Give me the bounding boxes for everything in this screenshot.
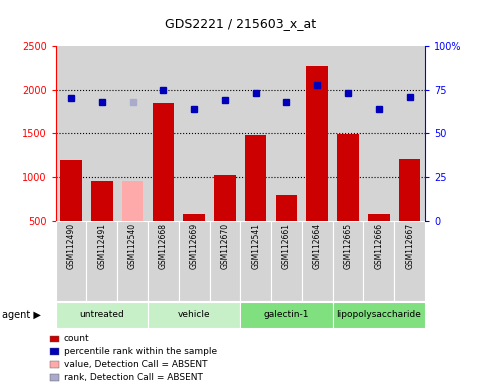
Text: rank, Detection Call = ABSENT: rank, Detection Call = ABSENT xyxy=(64,373,202,382)
Bar xyxy=(50,361,59,367)
Bar xyxy=(302,221,333,301)
Bar xyxy=(333,221,364,301)
Text: lipopolysaccharide: lipopolysaccharide xyxy=(337,310,421,319)
Text: galectin-1: galectin-1 xyxy=(264,310,309,319)
Text: GSM112664: GSM112664 xyxy=(313,223,322,269)
Bar xyxy=(117,221,148,301)
Bar xyxy=(179,221,210,301)
Bar xyxy=(122,182,143,265)
Bar xyxy=(333,302,425,328)
Bar xyxy=(364,221,394,301)
Bar xyxy=(240,302,333,328)
Bar xyxy=(148,302,241,328)
Text: GSM112667: GSM112667 xyxy=(405,223,414,269)
Bar xyxy=(86,221,117,301)
Text: GSM112670: GSM112670 xyxy=(220,223,229,269)
Text: GSM112669: GSM112669 xyxy=(190,223,199,269)
Text: GSM112661: GSM112661 xyxy=(282,223,291,269)
Bar xyxy=(148,221,179,301)
Bar xyxy=(245,135,267,265)
Text: agent ▶: agent ▶ xyxy=(2,310,41,320)
Bar xyxy=(214,175,236,265)
Text: GSM112541: GSM112541 xyxy=(251,223,260,269)
Bar xyxy=(56,302,148,328)
Bar xyxy=(240,221,271,301)
Text: GSM112666: GSM112666 xyxy=(374,223,384,269)
Bar xyxy=(337,134,359,265)
Bar xyxy=(307,66,328,265)
Text: value, Detection Call = ABSENT: value, Detection Call = ABSENT xyxy=(64,360,207,369)
Bar xyxy=(394,221,425,301)
Bar xyxy=(50,336,59,342)
Text: GSM112540: GSM112540 xyxy=(128,223,137,269)
Bar xyxy=(56,221,86,301)
Text: GSM112665: GSM112665 xyxy=(343,223,353,269)
Bar xyxy=(368,214,390,265)
Bar xyxy=(184,214,205,265)
Bar xyxy=(210,221,240,301)
Text: GSM112668: GSM112668 xyxy=(159,223,168,269)
Bar xyxy=(50,374,59,381)
Text: GSM112491: GSM112491 xyxy=(97,223,106,269)
Text: percentile rank within the sample: percentile rank within the sample xyxy=(64,347,217,356)
Bar xyxy=(153,103,174,265)
Bar xyxy=(50,349,59,355)
Text: untreated: untreated xyxy=(79,310,124,319)
Bar xyxy=(60,160,82,265)
Bar xyxy=(271,221,302,301)
Bar xyxy=(399,159,420,265)
Text: count: count xyxy=(64,334,89,343)
Text: GDS2221 / 215603_x_at: GDS2221 / 215603_x_at xyxy=(165,17,316,30)
Text: GSM112490: GSM112490 xyxy=(67,223,75,269)
Text: vehicle: vehicle xyxy=(178,310,211,319)
Bar xyxy=(91,182,113,265)
Bar xyxy=(276,195,297,265)
